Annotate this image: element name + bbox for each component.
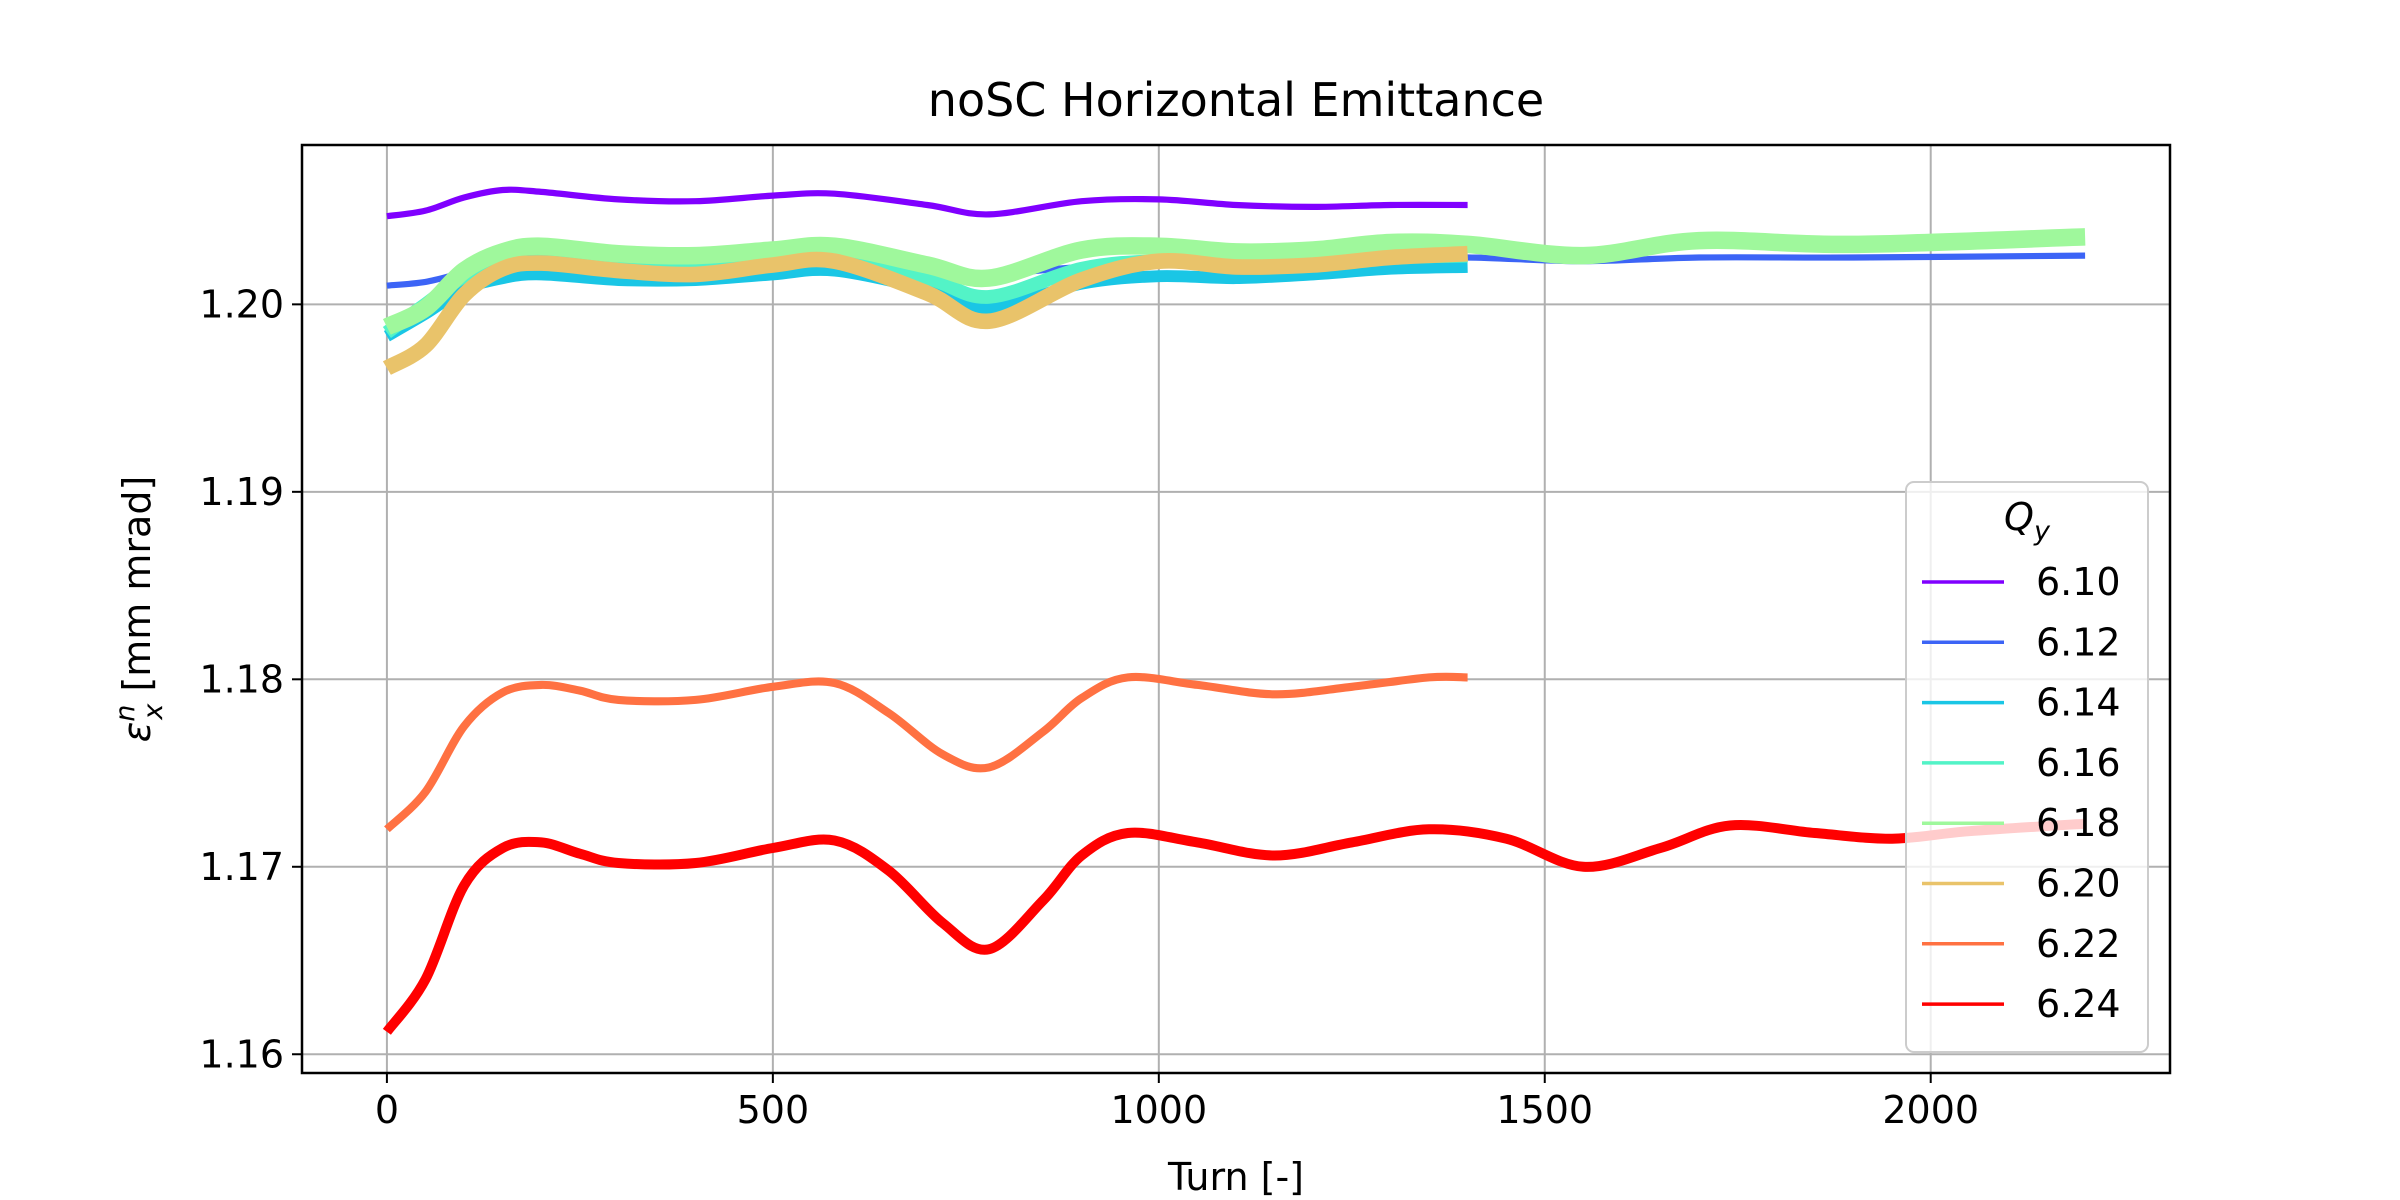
axis-ticks: 0 500 1000 1500 2000 1.16 1.17 1.18 1.19 1.20	[199, 282, 1979, 1132]
y-axis-label: εnx [mm mrad]	[110, 476, 169, 743]
legend-label: 6.14	[2036, 681, 2121, 725]
x-tick-label: 1500	[1496, 1088, 1593, 1132]
legend-label: 6.24	[2036, 982, 2121, 1026]
legend-entries: 6.10 6.12 6.14 6.16 6.18 6.20 6.22 6.24	[1922, 560, 2121, 1026]
x-tick-label: 2000	[1882, 1088, 1979, 1132]
series-line-6.10	[386, 186, 1468, 220]
plot-frame	[300, 143, 2172, 1075]
series-line-6.22	[384, 672, 1468, 833]
legend-label: 6.10	[2036, 560, 2121, 604]
legend-box	[1905, 481, 2149, 1053]
legend-title: Qy	[2004, 495, 2051, 547]
plot-series	[382, 186, 2086, 1035]
series-line-6.18	[382, 228, 2086, 335]
x-tick-label: 500	[737, 1088, 810, 1132]
legend-label: 6.12	[2036, 620, 2121, 664]
grid-lines	[302, 145, 2170, 1073]
y-tick-label: 1.19	[199, 470, 284, 514]
x-axis-label: Turn [-]	[1167, 1155, 1304, 1199]
y-axis-label-subscript: x	[138, 703, 169, 721]
y-tick-label: 1.20	[199, 282, 284, 326]
legend-title-subscript: y	[2033, 516, 2051, 547]
legend-label: 6.22	[2036, 922, 2121, 966]
chart-title: noSC Horizontal Emittance	[928, 73, 1544, 127]
y-tick-label: 1.17	[199, 845, 284, 889]
y-axis-label-symbol: ε	[115, 722, 159, 743]
x-tick-label: 0	[375, 1088, 399, 1132]
y-tick-label: 1.16	[199, 1032, 284, 1076]
y-axis-label-superscript: n	[110, 705, 141, 722]
legend-title-symbol: Q	[2004, 495, 2034, 539]
series-line-6.20	[382, 245, 1469, 375]
legend-label: 6.16	[2036, 741, 2121, 785]
y-tick-label: 1.18	[199, 657, 284, 701]
series-line-6.24	[382, 818, 2086, 1035]
x-tick-label: 1000	[1110, 1088, 1207, 1132]
legend-label: 6.18	[2036, 801, 2121, 845]
y-axis-label-unit: [mm mrad]	[115, 476, 159, 704]
legend: Qy 6.10 6.12 6.14 6.16 6.18 6.20 6.22 6.24	[1905, 481, 2149, 1053]
legend-label: 6.20	[2036, 862, 2121, 906]
